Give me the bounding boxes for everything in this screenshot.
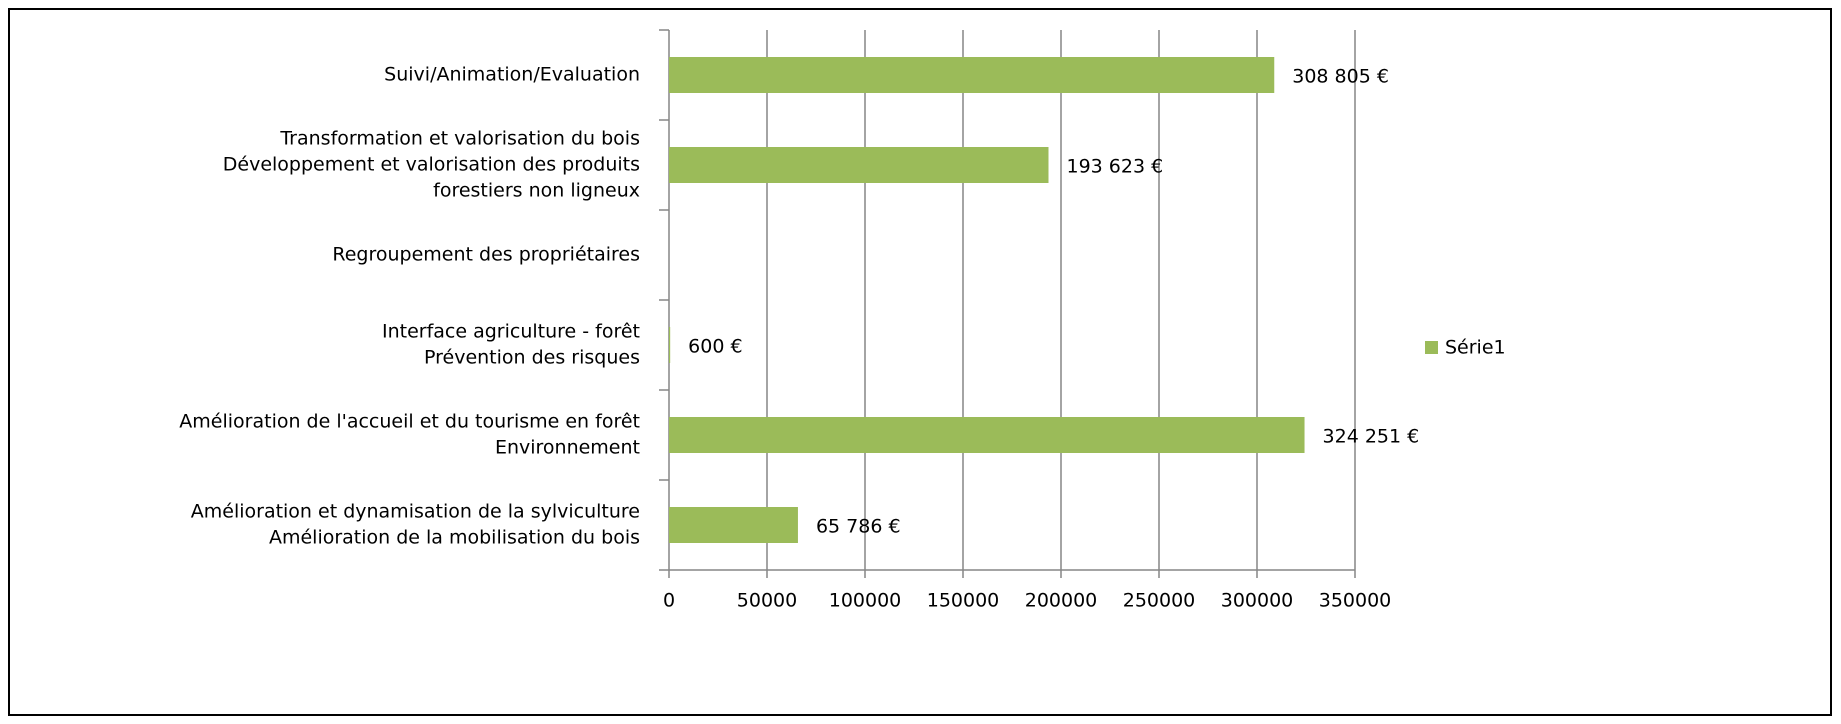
x-tick-label: 300000 <box>1221 590 1294 612</box>
bar <box>669 147 1049 183</box>
y-tick-label: Environnement <box>495 437 640 459</box>
chart-border <box>8 8 1832 716</box>
y-tick-label: Amélioration de la mobilisation du bois <box>269 527 640 549</box>
data-label: 324 251 € <box>1323 426 1420 448</box>
y-tick-label: Amélioration et dynamisation de la sylvi… <box>191 501 640 523</box>
y-tick-label: Regroupement des propriétaires <box>332 244 640 266</box>
x-tick-label: 350000 <box>1319 590 1392 612</box>
bar <box>669 57 1275 93</box>
data-label: 600 € <box>688 336 742 358</box>
legend-label: Série1 <box>1445 337 1506 359</box>
y-tick-label: Transformation et valorisation du bois <box>279 128 640 150</box>
bar <box>669 507 798 543</box>
legend-swatch <box>1425 341 1438 354</box>
y-tick-label: Interface agriculture - forêt <box>382 321 640 343</box>
x-tick-label: 100000 <box>829 590 902 612</box>
y-tick-label: Suivi/Animation/Evaluation <box>384 64 640 86</box>
data-label: 193 623 € <box>1067 156 1164 178</box>
x-tick-label: 150000 <box>927 590 1000 612</box>
data-label: 308 805 € <box>1292 66 1389 88</box>
x-tick-label: 250000 <box>1123 590 1196 612</box>
x-tick-label: 50000 <box>737 590 797 612</box>
y-tick-label: Prévention des risques <box>424 347 640 369</box>
y-tick-label: Amélioration de l'accueil et du tourisme… <box>179 411 640 433</box>
x-tick-label: 0 <box>663 590 675 612</box>
y-tick-label: forestiers non ligneux <box>433 180 640 202</box>
bar <box>669 327 671 363</box>
bar <box>669 417 1305 453</box>
y-tick-label: Développement et valorisation des produi… <box>223 154 640 176</box>
x-tick-label: 200000 <box>1025 590 1098 612</box>
data-label: 65 786 € <box>816 516 901 538</box>
